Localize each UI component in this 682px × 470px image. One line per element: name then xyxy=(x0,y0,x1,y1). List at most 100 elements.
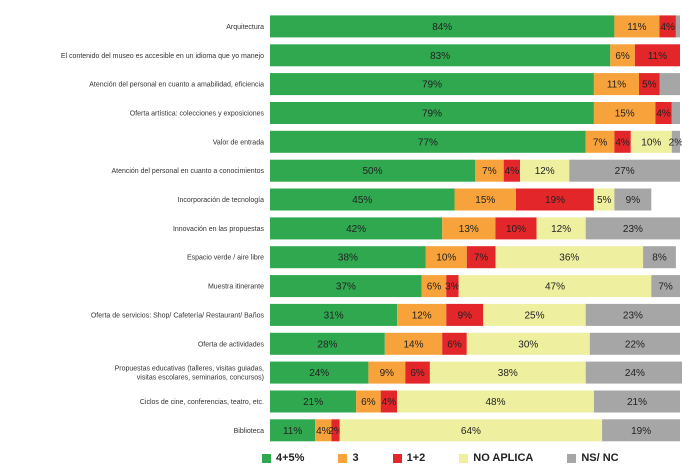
bar-segment xyxy=(675,15,680,38)
bar-segment xyxy=(589,332,680,355)
category-label: Muestra itinerante xyxy=(208,284,264,291)
bar-segment xyxy=(593,102,656,124)
category-label: Atención del personal en cuanto a amabil… xyxy=(89,82,264,89)
bar-segment xyxy=(516,188,594,211)
bar-segment xyxy=(602,419,680,442)
bar-segment xyxy=(593,73,639,96)
bar-segment xyxy=(614,188,652,211)
data-label: 24% xyxy=(625,368,645,379)
data-label: 15% xyxy=(475,195,495,206)
data-label: 7% xyxy=(593,137,608,148)
data-label: 12% xyxy=(535,166,555,177)
category-label: Espacio verde / aire libre xyxy=(187,255,264,262)
bar-segment xyxy=(585,130,615,153)
bar-segment xyxy=(270,246,426,269)
data-label: 9% xyxy=(380,368,395,379)
bar-segment xyxy=(425,246,467,269)
data-label: 6% xyxy=(410,368,425,379)
data-label: 45% xyxy=(352,195,372,206)
bar-segment xyxy=(466,332,590,355)
data-label: 30% xyxy=(518,339,538,350)
bar-segment xyxy=(397,303,447,326)
bar-segment xyxy=(446,275,459,298)
bar-segment xyxy=(429,361,586,384)
data-label: 48% xyxy=(485,397,505,408)
data-label: 47% xyxy=(545,282,565,293)
data-label: 64% xyxy=(461,426,481,437)
data-label: 11% xyxy=(607,80,626,91)
data-label: 6% xyxy=(361,397,376,408)
legend-label: 4+5% xyxy=(276,452,305,464)
data-label: 6% xyxy=(427,282,442,293)
legend-swatch xyxy=(567,453,577,463)
data-label: 28% xyxy=(317,339,337,350)
bar-segment xyxy=(593,188,615,211)
data-label: 79% xyxy=(422,109,442,120)
bar-segment xyxy=(270,332,385,355)
legend-swatch xyxy=(262,453,271,463)
category-label: Biblioteca xyxy=(234,428,264,435)
data-label: 2% xyxy=(669,137,682,148)
bar-segment xyxy=(659,73,680,96)
data-label: 12% xyxy=(412,310,432,321)
category-label: Innovación en las propuestas xyxy=(173,226,265,233)
bar-segment xyxy=(495,246,644,269)
data-label: 38% xyxy=(498,368,518,379)
bar-segment xyxy=(368,361,406,384)
data-label: 4% xyxy=(382,397,397,408)
data-label: 4% xyxy=(615,137,630,148)
data-label: 10% xyxy=(436,253,456,264)
category-label: Ciclos de cine, conferencias, teatro, et… xyxy=(140,399,264,406)
bar-segment xyxy=(421,275,447,298)
category-label: Propuestas educativas (talleres, visitas… xyxy=(115,366,264,382)
bar-segment xyxy=(397,390,594,413)
legend-label: 1+2 xyxy=(406,452,426,464)
data-label: 23% xyxy=(623,310,643,321)
bar-segment xyxy=(585,303,680,326)
bar-segment xyxy=(270,303,398,326)
bar-segment xyxy=(384,332,443,355)
data-label: 14% xyxy=(403,339,423,350)
data-label: 5% xyxy=(597,195,612,206)
bar-segment xyxy=(569,159,680,182)
bar-segment xyxy=(520,159,570,182)
data-label: 7% xyxy=(482,166,497,177)
data-label: 4% xyxy=(316,426,331,437)
data-label: 4% xyxy=(660,22,675,33)
bar-segment xyxy=(380,390,398,413)
bar-segment xyxy=(270,188,455,211)
data-label: 22% xyxy=(625,339,645,350)
data-label: 8% xyxy=(652,253,667,264)
data-label: 10% xyxy=(506,224,526,235)
bar-segment xyxy=(503,159,521,182)
data-label: 36% xyxy=(559,253,579,264)
data-label: 79% xyxy=(422,80,442,91)
data-label: 6% xyxy=(447,339,462,350)
data-label: 12% xyxy=(551,224,571,235)
legend-item: 4+5% xyxy=(262,452,304,464)
legend-label: NS/ NC xyxy=(581,452,619,464)
category-label: Oferta artística: colecciones y exposici… xyxy=(130,110,265,117)
data-label: 27% xyxy=(615,166,635,177)
bar-segment xyxy=(659,15,676,38)
category-label: Incorporación de tecnología xyxy=(178,197,264,204)
legend-swatch xyxy=(338,453,348,463)
bar-segment xyxy=(446,303,484,326)
bar-segment xyxy=(475,159,504,182)
data-label: 24% xyxy=(309,368,329,379)
data-label: 42% xyxy=(346,224,366,235)
bar-segment xyxy=(339,419,603,442)
bar-segment xyxy=(671,102,680,124)
data-label: 77% xyxy=(418,137,438,148)
data-label: 7% xyxy=(474,253,489,264)
category-label: Valor de entrada xyxy=(213,139,264,146)
data-label: 23% xyxy=(623,224,643,235)
bar-segment xyxy=(671,130,680,153)
bar-segment xyxy=(270,217,443,240)
bar-segment xyxy=(483,303,586,326)
legend-swatch xyxy=(459,453,469,463)
bar-segment xyxy=(634,44,680,67)
bar-segment xyxy=(585,217,680,240)
bar-segment xyxy=(610,44,635,67)
category-label: Atención del personal en cuanto a conoci… xyxy=(111,168,264,175)
